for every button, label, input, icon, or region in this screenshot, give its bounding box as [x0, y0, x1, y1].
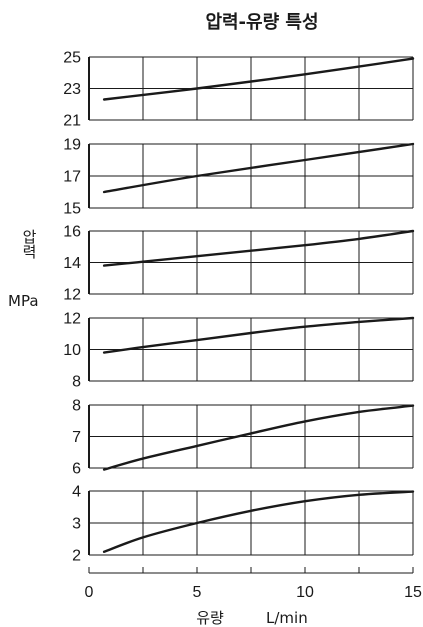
chart-panel-6: 2 3 4	[72, 484, 413, 565]
y-axis-unit: MPa	[8, 292, 39, 310]
data-series-line	[104, 231, 413, 266]
x-axis-unit: L/min	[266, 609, 308, 627]
y-tick-label: 2	[72, 548, 81, 565]
y-tick-label: 17	[63, 169, 81, 186]
chart-panel-4: 8 10 12	[63, 311, 413, 391]
y-tick-label: 23	[63, 81, 81, 98]
y-tick-label: 14	[63, 255, 81, 272]
x-axis-label: 유량	[196, 609, 224, 627]
y-axis-label: 압력	[20, 229, 38, 259]
y-tick-label: 6	[72, 461, 81, 478]
y-tick-label: 15	[63, 201, 81, 218]
y-tick-label: 10	[63, 342, 81, 359]
y-tick-label: 7	[72, 429, 81, 446]
y-tick-label: 12	[63, 311, 81, 328]
chart-panel-1: 21 23 25	[63, 50, 413, 130]
x-tick-label: 5	[193, 584, 202, 601]
data-series-line	[104, 318, 413, 353]
data-series-line	[104, 144, 413, 192]
x-tick-label: 15	[404, 584, 422, 601]
y-tick-label: 16	[63, 224, 81, 241]
chart-panel-5: 6 7 8	[72, 398, 413, 478]
y-tick-label: 4	[72, 484, 81, 501]
chart-panel-3: 12 14 16	[63, 224, 413, 304]
chart-title: 압력-유량 특성	[205, 12, 318, 33]
y-tick-label: 12	[63, 287, 81, 304]
y-tick-label: 8	[72, 374, 81, 391]
x-tick-label: 0	[85, 584, 94, 601]
x-axis-ticks: 0 5 10 15	[85, 567, 422, 601]
y-tick-label: 25	[63, 50, 81, 67]
y-tick-label: 19	[63, 137, 81, 154]
x-tick-label: 10	[296, 584, 314, 601]
data-series-line	[104, 406, 413, 470]
data-series-line	[104, 59, 413, 100]
data-series-line	[104, 492, 413, 552]
chart-panel-2: 15 17 19	[63, 137, 413, 218]
y-tick-label: 3	[72, 516, 81, 533]
y-tick-label: 21	[63, 113, 81, 130]
y-tick-label: 8	[72, 398, 81, 415]
